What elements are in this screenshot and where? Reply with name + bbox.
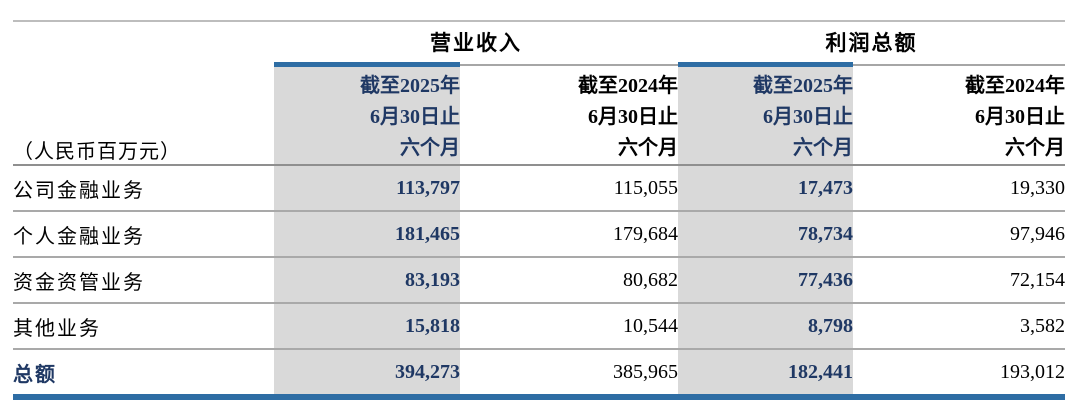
unit-label: （人民币百万元）: [13, 64, 274, 166]
cell-value: 10,544: [460, 303, 678, 350]
group-header-revenue: 营业收入: [274, 20, 678, 65]
cell-value: 182,441: [678, 349, 853, 400]
cell-value: 17,473: [678, 165, 853, 212]
cell-value: 394,273: [274, 349, 460, 400]
cell-value: 78,734: [678, 211, 853, 258]
cell-value: 15,818: [274, 303, 460, 350]
cell-value: 181,465: [274, 211, 460, 258]
segment-results-table: 营业收入 利润总额 （人民币百万元） 截至2025年 6月30日止 六个月 截至…: [13, 20, 1065, 400]
cell-value: 385,965: [460, 349, 678, 400]
column-header-revenue-2024: 截至2024年 6月30日止 六个月: [460, 63, 678, 166]
cell-value: 8,798: [678, 303, 853, 350]
cell-value: 3,582: [853, 303, 1065, 350]
column-header-row: （人民币百万元） 截至2025年 6月30日止 六个月 截至2024年 6月30…: [13, 62, 1065, 166]
column-header-profit-2025: 截至2025年 6月30日止 六个月: [678, 62, 853, 166]
cell-value: 80,682: [460, 257, 678, 304]
group-header-profit: 利润总额: [678, 20, 1065, 65]
table-row-corporate-finance: 公司金融业务 113,797 115,055 17,473 19,330: [13, 165, 1065, 212]
row-label: 公司金融业务: [13, 165, 274, 212]
group-header-row: 营业收入 利润总额: [13, 20, 1065, 65]
table-row-total: 总额 394,273 385,965 182,441 193,012: [13, 349, 1065, 400]
cell-value: 83,193: [274, 257, 460, 304]
cell-value: 193,012: [853, 349, 1065, 400]
cell-value: 179,684: [460, 211, 678, 258]
cell-value: 72,154: [853, 257, 1065, 304]
row-label: 资金资管业务: [13, 257, 274, 304]
cell-value: 97,946: [853, 211, 1065, 258]
group-header-spacer: [13, 20, 274, 65]
table-row-personal-finance: 个人金融业务 181,465 179,684 78,734 97,946: [13, 211, 1065, 258]
table-row-other-business: 其他业务 15,818 10,544 8,798 3,582: [13, 303, 1065, 350]
table-row-treasury-asset-mgmt: 资金资管业务 83,193 80,682 77,436 72,154: [13, 257, 1065, 304]
row-label-total: 总额: [13, 349, 274, 400]
column-header-revenue-2025: 截至2025年 6月30日止 六个月: [274, 62, 460, 166]
column-header-profit-2024: 截至2024年 6月30日止 六个月: [853, 63, 1065, 166]
row-label: 个人金融业务: [13, 211, 274, 258]
cell-value: 77,436: [678, 257, 853, 304]
cell-value: 113,797: [274, 165, 460, 212]
row-label: 其他业务: [13, 303, 274, 350]
cell-value: 115,055: [460, 165, 678, 212]
cell-value: 19,330: [853, 165, 1065, 212]
